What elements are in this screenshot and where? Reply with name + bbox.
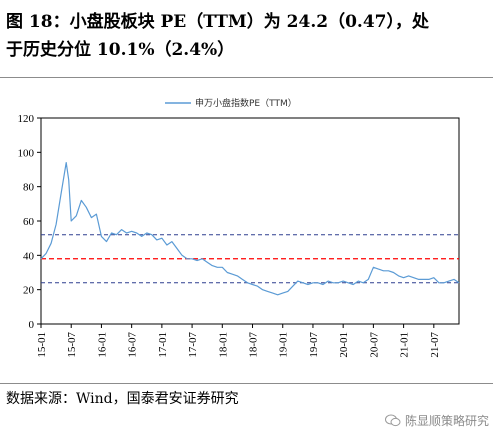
x-tick-label: 17-07	[187, 332, 199, 358]
figure-title-line-1: 图 18：小盘股板块 PE（TTM）为 24.2（0.47），处	[6, 12, 429, 32]
x-tick-label: 16-01	[96, 332, 108, 358]
y-tick-label: 60	[23, 216, 35, 228]
y-tick-label: 0	[29, 319, 35, 331]
watermark-text: 陈显顺策略研究	[404, 414, 489, 428]
x-tick-label: 21-07	[429, 332, 441, 358]
x-tick-label: 20-07	[368, 332, 380, 358]
pe-series-line	[40, 161, 460, 296]
figure-title: 图 18：小盘股板块 PE（TTM）为 24.2（0.47），处 于历史分位 1…	[6, 8, 488, 64]
bottom-divider	[0, 383, 493, 384]
x-tick-label: 19-01	[278, 332, 290, 358]
legend-label: 申万小盘指数PE（TTM）	[195, 97, 297, 109]
figure-title-line-2: 于历史分位 10.1%（2.4%）	[6, 40, 235, 60]
pe-line-chart: 0 20 40 60 80 100 120 15-01 15-07 16-01 16-07 17-01…	[18, 97, 460, 358]
y-tick-label: 20	[23, 285, 35, 297]
x-tick-label: 19-07	[308, 332, 320, 358]
x-tick-label: 15-07	[66, 332, 78, 358]
x-tick-label: 20-01	[338, 332, 350, 358]
watermark: 陈显顺策略研究	[384, 412, 489, 429]
x-tick-label: 18-01	[217, 332, 229, 358]
top-divider	[0, 77, 493, 78]
wechat-icon	[384, 414, 401, 427]
source-note: 数据来源：Wind，国泰君安证券研究	[6, 391, 239, 407]
x-tick-label: 18-07	[248, 332, 260, 358]
x-tick-label: 15-01	[36, 332, 48, 358]
y-tick-label: 80	[23, 182, 35, 194]
x-tick-label: 16-07	[127, 332, 139, 358]
y-tick-label: 100	[18, 147, 35, 159]
x-tick-label: 17-01	[157, 332, 169, 358]
y-tick-label: 120	[18, 113, 35, 125]
y-tick-label: 40	[23, 250, 35, 262]
x-tick-label: 21-01	[399, 332, 411, 358]
plot-frame	[40, 117, 460, 325]
